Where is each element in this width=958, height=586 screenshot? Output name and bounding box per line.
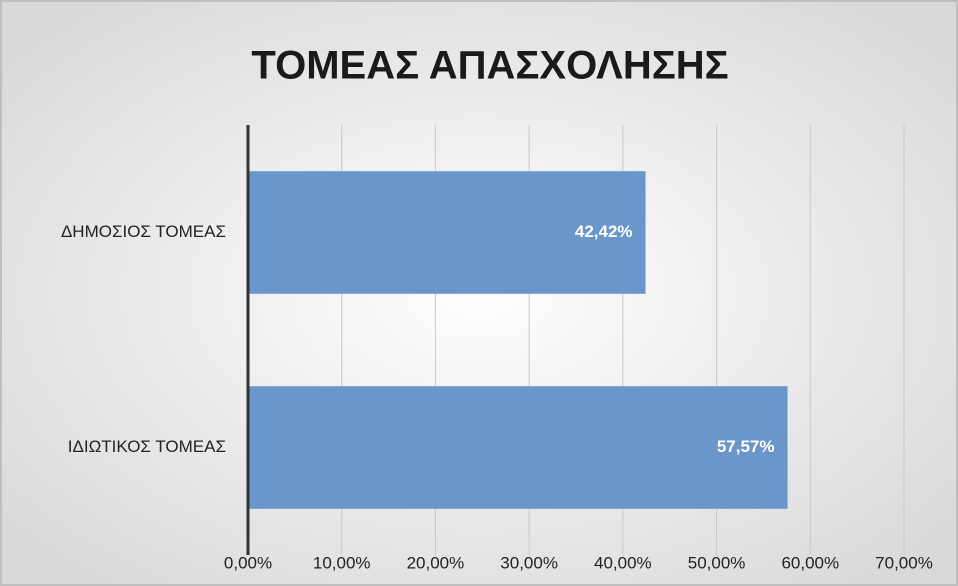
y-tick-label: ΙΔΙΩΤΙΚΟΣ ΤΟΜΕΑΣ xyxy=(68,437,226,456)
value-label: 57,57% xyxy=(717,437,775,456)
plot-area: 0,00% 10,00% 20,00% 30,00% 40,00% 50,00% 60,00… xyxy=(61,125,933,572)
x-tick-label: 50,00% xyxy=(688,553,746,572)
bar xyxy=(248,386,788,509)
y-tick-label: ΔΗΜΟΣΙΟΣ ΤΟΜΕΑΣ xyxy=(61,222,226,241)
chart-title: ΤΟΜΕΑΣ ΑΠΑΣΧΟΛΗΣΗΣ xyxy=(251,44,728,88)
bar xyxy=(248,171,646,294)
x-tick-label: 20,00% xyxy=(407,553,465,572)
x-tick-label: 70,00% xyxy=(875,553,933,572)
x-tick-label: 10,00% xyxy=(313,553,371,572)
value-label: 42,42% xyxy=(575,222,633,241)
x-tick-label: 60,00% xyxy=(781,553,839,572)
x-tick-label: 30,00% xyxy=(500,553,558,572)
x-tick-label: 0,00% xyxy=(224,553,272,572)
x-tick-label: 40,00% xyxy=(594,553,652,572)
